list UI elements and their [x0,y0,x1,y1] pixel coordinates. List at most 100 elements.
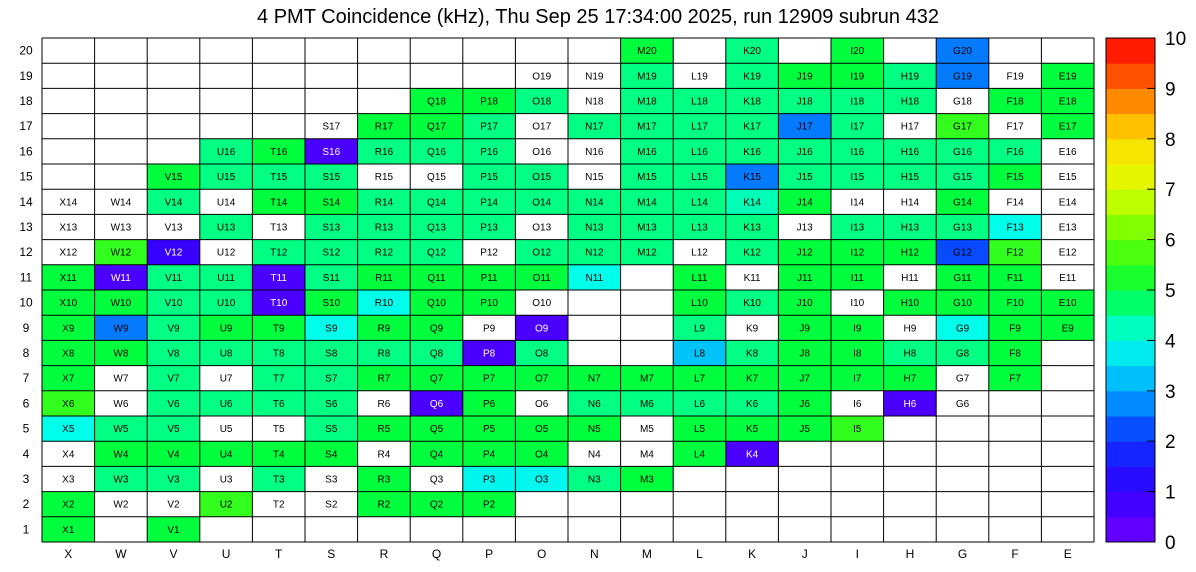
cell-label-J9: J9 [799,323,810,334]
heatmap-cell-X14 [42,189,95,215]
heatmap-cell-R11 [357,264,411,290]
heatmap-cell-Q4 [410,441,463,467]
cell-label-E17: E17 [1059,122,1077,133]
heatmap-cell-S5 [305,416,358,442]
cell-label-L4: L4 [694,449,706,460]
heatmap-cell-F7 [988,365,1042,391]
heatmap-cell-S10 [305,290,358,316]
heatmap-cell-J14 [778,189,831,215]
heatmap-cell-V9 [147,315,200,341]
heatmap-cell-I19 [831,63,884,89]
heatmap-cell-T4 [252,441,305,467]
heatmap-cell-Q2 [410,491,463,517]
heatmap-cell-Q17 [410,113,463,139]
cell-label-O3: O3 [535,475,549,486]
cell-label-J8: J8 [799,349,810,360]
cell-label-U5: U5 [220,424,233,435]
heatmap-cell-U13 [199,214,253,240]
heatmap-cell-I12 [831,239,884,265]
cell-label-V1: V1 [167,525,180,536]
heatmap-cell-I5 [831,416,884,442]
cell-label-G12: G12 [953,248,972,259]
cell-label-P10: P10 [480,298,498,309]
heatmap-cell-F14 [988,189,1042,215]
cell-label-L18: L18 [691,97,708,108]
heatmap-cell-F11 [988,264,1042,290]
heatmap-cell-Q5 [410,416,463,442]
x-tick-label: W [115,547,127,561]
heatmap-cell-O17 [515,113,568,139]
heatmap-cell-G14 [936,189,989,215]
cell-label-U6: U6 [220,399,233,410]
cell-label-X12: X12 [59,248,77,259]
cell-label-Q14: Q14 [427,197,446,208]
cell-label-O11: O11 [533,273,552,284]
heatmap-cell-V6 [147,390,200,416]
palette-tick-label: 7 [1165,180,1176,201]
heatmap-cell-L12 [673,239,726,265]
heatmap-cell-K5 [725,416,779,442]
cell-label-X6: X6 [62,399,75,410]
palette-band [1106,290,1155,316]
cell-label-K18: K18 [743,97,761,108]
cell-label-V14: V14 [165,197,183,208]
heatmap-cell-P13 [462,214,516,240]
heatmap-cell-G19 [936,63,989,89]
cell-label-I11: I11 [851,273,865,284]
cell-label-K15: K15 [743,172,761,183]
heatmap-cell-T8 [252,340,305,366]
cell-label-R13: R13 [375,223,394,234]
heatmap-cell-F12 [988,239,1042,265]
palette-tick-label: 5 [1165,281,1176,302]
heatmap-cell-O6 [515,390,568,416]
cell-label-E15: E15 [1059,172,1077,183]
cell-label-F11: F11 [1007,273,1024,284]
cell-label-Q4: Q4 [430,449,444,460]
cell-label-G14: G14 [953,197,972,208]
cell-label-K4: K4 [746,449,759,460]
heatmap-cell-J6 [778,390,831,416]
cell-label-T9: T9 [273,323,285,334]
x-tick-label: P [485,547,493,561]
heatmap-cell-M13 [620,214,674,240]
cell-label-M6: M6 [640,399,654,410]
cell-label-H16: H16 [901,147,920,158]
heatmap-cell-W9 [94,315,148,341]
heatmap-cell-H6 [883,390,937,416]
cell-label-K14: K14 [743,197,761,208]
cell-label-P9: P9 [483,323,496,334]
cell-label-M14: M14 [637,197,657,208]
x-tick-label: O [537,547,546,561]
heatmap-cell-I18 [831,88,884,114]
cell-label-G15: G15 [953,172,972,183]
cell-label-O4: O4 [535,449,549,460]
heatmap-cell-T7 [252,365,305,391]
heatmap-cell-R5 [357,416,411,442]
heatmap-cell-T6 [252,390,305,416]
heatmap-cell-G20 [936,38,989,64]
cell-label-V4: V4 [167,449,180,460]
heatmap-cell-H19 [883,63,937,89]
cell-label-O10: O10 [532,298,551,309]
heatmap-cell-G10 [936,290,989,316]
cell-label-R3: R3 [378,475,391,486]
heatmap-cell-R16 [357,138,411,164]
cell-label-T16: T16 [270,147,288,158]
cell-label-W11: W11 [111,273,131,284]
cell-label-X3: X3 [62,475,75,486]
cell-label-M19: M19 [637,71,657,82]
cell-label-N7: N7 [588,374,601,385]
cell-label-Q2: Q2 [430,500,444,511]
heatmap-cell-W5 [94,416,148,442]
heatmap-cell-M5 [620,416,674,442]
cell-label-F18: F18 [1006,97,1024,108]
heatmap-cell-L18 [673,88,726,114]
heatmap-cell-K8 [725,340,779,366]
palette-tick-label: 6 [1165,231,1176,252]
cell-label-N3: N3 [588,475,601,486]
palette-tick-label: 4 [1165,331,1176,352]
y-tick-label: 15 [19,170,33,184]
heatmap-cell-I6 [831,390,884,416]
cell-label-E13: E13 [1059,223,1077,234]
